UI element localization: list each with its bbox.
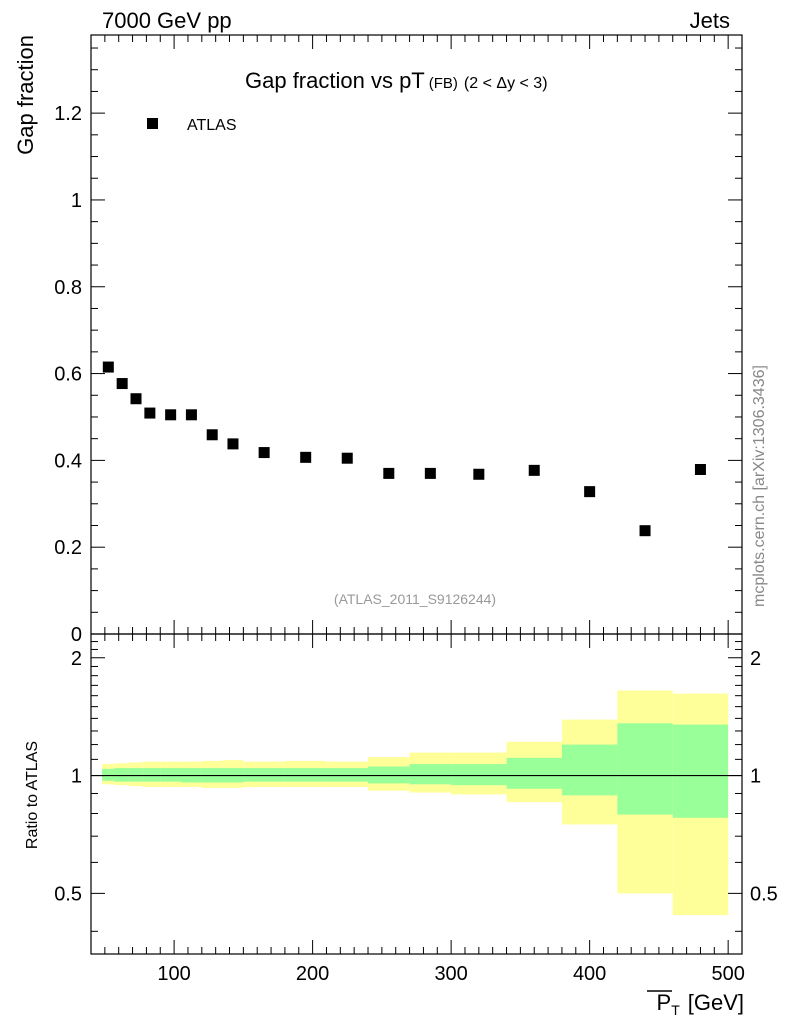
ratio-y-tick-label-right: 2 [750,648,761,670]
ratio-plot-ticks [91,634,742,954]
stat-uncertainty-band [160,768,182,782]
stat-uncertainty-band [409,764,452,785]
data-point [144,407,156,419]
stat-uncertainty-band [114,768,129,782]
data-point [102,361,114,373]
main-title-text: Gap fraction vs pT [245,68,425,93]
data-point [473,468,485,480]
main-title: Gap fraction vs pT (FB) (2 < Δy < 3) [245,68,548,93]
main-y-tick-label: 0.2 [54,537,82,559]
stat-uncertainty-band [326,768,369,782]
data-point [165,409,177,421]
x-tick-label: 200 [296,963,329,985]
main-title-cut: (2 < Δy < 3) [464,75,548,92]
x-tick-label: 400 [573,963,606,985]
ratio-uncertainty-bands [102,690,729,916]
ratio-plot: 0.5 0.5 1 1 2 2 100 200 300 400 500 Ratio to ATLA… [24,633,778,1018]
data-point [383,467,395,479]
stat-uncertainty-band [243,768,285,782]
data-point [639,525,651,537]
ratio-y-tick-label-left: 2 [71,648,82,670]
legend-label: ATLAS [187,117,237,134]
x-tick-label: 300 [434,963,467,985]
main-y-tick-label: 1 [71,190,82,212]
data-point [116,378,128,390]
data-point [227,438,239,450]
main-plot-ticks [91,35,742,635]
main-plot: 0.2 0.4 0.6 0.8 1 1.2 0 Gap fraction vs pT (FB)… [13,34,743,646]
stat-uncertainty-band [128,768,143,782]
ratio-y-tick-label-left: 0.5 [54,883,82,905]
x-axis-symbol: P [657,990,672,1015]
data-point [341,452,353,464]
x-tick-label: 500 [711,963,744,985]
stat-uncertainty-band [561,744,618,796]
source-side-label: mcplots.cern.ch [arXiv:1306.3436] [751,365,768,607]
stat-uncertainty-band [672,724,729,818]
legend-marker [147,118,158,129]
ratio-plot-frame [90,633,743,955]
main-y-tick-label: 0.4 [54,450,82,472]
ratio-y-tick-label-left: 1 [71,766,82,788]
x-axis-label: PT [GeV] [657,990,745,1018]
data-point [584,486,596,498]
stat-uncertainty-band [284,768,327,782]
ratio-y-tick-label-right: 1 [750,766,761,788]
header-process-label: Jets [690,8,730,33]
ratio-y-axis-label: Ratio to ATLAS [24,741,41,849]
main-y-tick-label: 1.2 [54,103,82,125]
data-point [185,409,197,421]
atlas-data-points [102,361,706,537]
data-point [300,451,312,463]
data-point [694,463,706,475]
ratio-y-tick-label-right: 0.5 [750,883,778,905]
data-point [130,393,142,405]
x-axis-subscript: T [671,1002,680,1018]
main-y-tick-label: 0 [71,624,82,646]
stat-uncertainty-band [368,766,410,784]
x-tick-labels: 100 200 300 400 500 [157,963,744,985]
data-point [528,464,540,476]
ratio-y-tick-labels: 0.5 0.5 1 1 2 2 [54,648,778,906]
main-y-axis-label: Gap fraction [13,35,38,155]
x-axis-unit: [GeV] [688,990,744,1015]
data-point [206,429,218,441]
stat-uncertainty-band [142,768,161,782]
x-tick-label: 100 [157,963,190,985]
main-title-sub: (FB) [429,75,458,92]
data-point [424,467,436,479]
main-y-tick-labels: 0.2 0.4 0.6 0.8 1 1.2 0 [54,103,82,646]
stat-uncertainty-band [102,768,115,781]
stat-uncertainty-band [451,764,507,786]
stat-uncertainty-band [506,757,562,789]
header-energy-label: 7000 GeV pp [102,8,232,33]
analysis-id-label: (ATLAS_2011_S9126244) [334,591,496,607]
main-y-tick-label: 0.6 [54,364,82,386]
data-point [258,447,270,459]
stat-uncertainty-band [617,723,673,815]
main-y-tick-label: 0.8 [54,277,82,299]
